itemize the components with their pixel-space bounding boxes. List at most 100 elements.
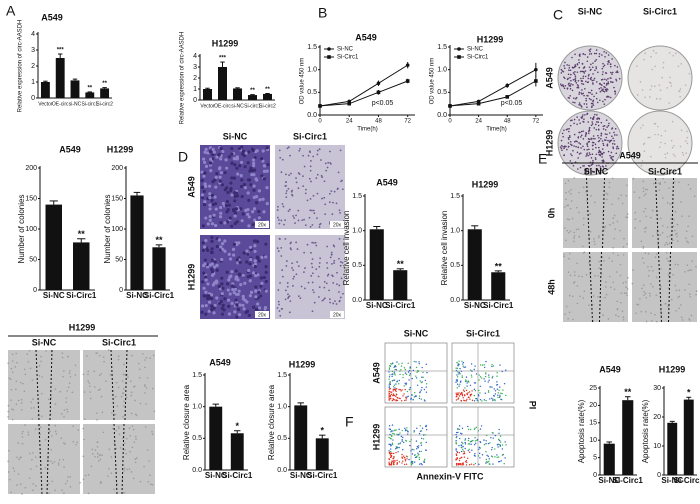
cell (243, 186, 247, 190)
event (455, 464, 458, 466)
event (456, 374, 458, 376)
colony (670, 85, 673, 87)
event (415, 395, 417, 397)
event (405, 439, 407, 442)
colony (664, 156, 667, 159)
texture (96, 452, 99, 455)
texture (51, 435, 53, 437)
event (472, 439, 474, 442)
cell (262, 169, 267, 173)
event (475, 397, 477, 400)
cell (251, 158, 256, 162)
cell (210, 235, 214, 240)
event (388, 378, 390, 380)
colony (560, 72, 563, 74)
colony (680, 129, 683, 132)
event (474, 440, 477, 442)
event (419, 442, 422, 444)
cell (288, 311, 291, 314)
texture (573, 240, 575, 243)
cell (324, 203, 327, 206)
colony (569, 95, 571, 97)
texture (680, 304, 682, 306)
colony (570, 153, 572, 155)
texture (568, 191, 570, 193)
event (398, 383, 400, 385)
y-tick-label: 1.0 (437, 67, 447, 74)
event (473, 400, 476, 402)
event (458, 360, 460, 362)
cell (326, 274, 329, 277)
cell (320, 174, 323, 177)
texture (63, 442, 65, 444)
colony (562, 84, 564, 86)
colony (640, 127, 642, 129)
cell (321, 176, 324, 179)
cell (289, 154, 291, 157)
cell (242, 307, 246, 311)
texture (134, 458, 137, 460)
cell (253, 249, 257, 254)
event (400, 400, 403, 402)
cell (331, 274, 334, 277)
cell (330, 262, 333, 265)
event (424, 434, 426, 436)
event (465, 460, 468, 462)
cell (253, 259, 257, 263)
event (424, 449, 427, 451)
colony (583, 165, 585, 167)
colony (582, 83, 585, 85)
texture (668, 242, 671, 244)
texture (645, 215, 648, 218)
colony (590, 98, 592, 101)
bar (369, 229, 384, 300)
cell (202, 271, 206, 275)
colony (609, 154, 611, 157)
event (497, 456, 500, 458)
cell (223, 221, 227, 225)
cell (316, 192, 319, 195)
x-tick-label: Si-NC (661, 476, 683, 485)
event (455, 442, 457, 445)
colony (582, 75, 585, 78)
texture (685, 237, 687, 239)
cell (340, 277, 343, 280)
cell (244, 151, 248, 155)
cell (202, 157, 206, 161)
bar (683, 399, 694, 475)
texture (589, 273, 591, 276)
texture (29, 367, 32, 370)
texture (135, 413, 137, 416)
colony (658, 84, 661, 86)
texture (118, 433, 121, 436)
cell (202, 294, 206, 298)
cell (234, 269, 238, 273)
colony (610, 139, 613, 142)
bar (315, 438, 329, 470)
texture (124, 448, 126, 451)
cell (328, 298, 331, 301)
colony (584, 70, 587, 72)
texture (588, 261, 591, 264)
texture (27, 431, 30, 434)
colony (614, 134, 616, 136)
texture (32, 398, 34, 400)
colony (578, 153, 581, 155)
texture (670, 298, 673, 301)
colony (580, 116, 583, 119)
y-axis-label: Relative closure area (267, 384, 276, 460)
cell (200, 280, 205, 284)
texture (144, 385, 146, 388)
event (393, 459, 395, 462)
axis-label: Annexin-V FITC (417, 471, 484, 481)
cell (230, 301, 234, 305)
texture (44, 439, 47, 441)
event (415, 440, 418, 442)
colony (586, 60, 589, 63)
cell (247, 150, 251, 154)
colony (588, 128, 591, 130)
cell (285, 184, 288, 187)
texture (121, 478, 124, 480)
cell (318, 226, 321, 228)
marker (376, 90, 381, 95)
